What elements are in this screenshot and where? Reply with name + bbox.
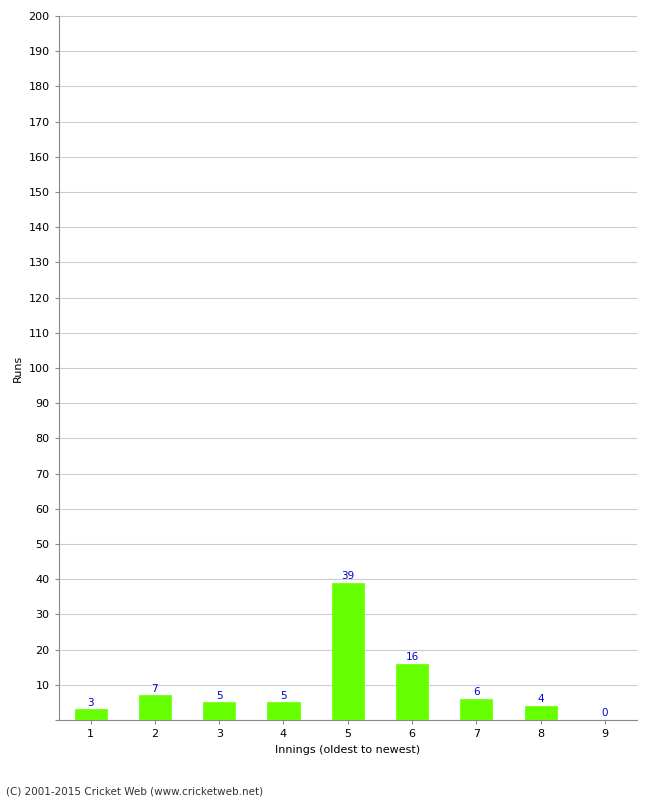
Text: 5: 5: [216, 690, 222, 701]
Text: 16: 16: [406, 652, 419, 662]
Text: 7: 7: [151, 683, 158, 694]
Bar: [139, 695, 171, 720]
Bar: [332, 582, 364, 720]
Text: 6: 6: [473, 687, 480, 697]
Text: 3: 3: [87, 698, 94, 708]
Bar: [396, 664, 428, 720]
Text: 0: 0: [602, 708, 608, 718]
Text: 5: 5: [280, 690, 287, 701]
Text: 4: 4: [538, 694, 544, 704]
Bar: [267, 702, 300, 720]
Text: (C) 2001-2015 Cricket Web (www.cricketweb.net): (C) 2001-2015 Cricket Web (www.cricketwe…: [6, 786, 264, 796]
Y-axis label: Runs: Runs: [13, 354, 23, 382]
Bar: [75, 710, 107, 720]
Bar: [203, 702, 235, 720]
Bar: [460, 699, 493, 720]
Bar: [525, 706, 556, 720]
X-axis label: Innings (oldest to newest): Innings (oldest to newest): [275, 745, 421, 754]
Text: 39: 39: [341, 571, 354, 581]
